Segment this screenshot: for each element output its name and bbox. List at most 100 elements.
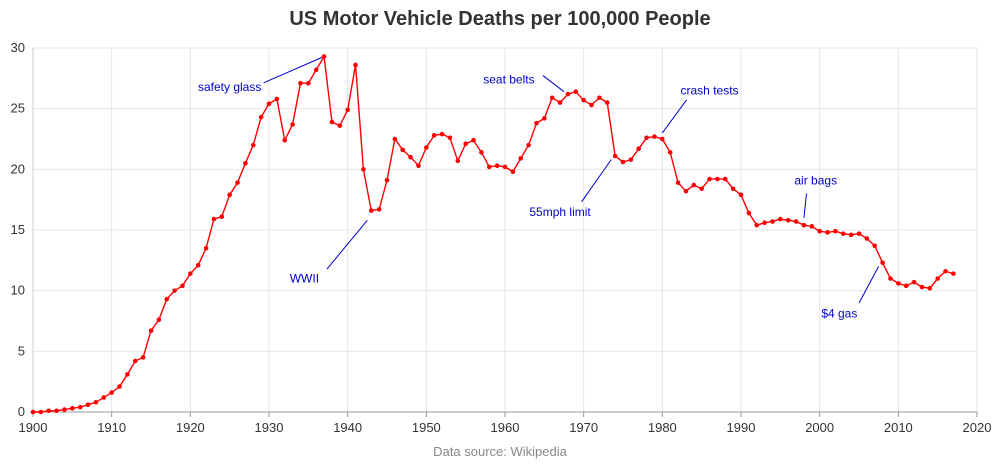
data-point [675,180,681,185]
data-point [250,142,256,148]
data-point [235,180,240,185]
data-point [793,219,799,224]
data-point [77,404,83,410]
axes: 0 5 10 15 20 25 30 1900 1910 1920 1930 1940 1950 1960… [11,40,992,435]
data-point [85,402,91,408]
data-point [384,177,390,183]
data-point [534,120,539,126]
data-point [840,231,846,236]
data-point [573,89,579,94]
data-point [345,107,350,113]
data-point [770,219,775,224]
data-point [93,399,99,405]
data-point [38,409,44,415]
data-point [919,284,925,290]
data-point [943,268,948,274]
x-tick-label: 2000 [805,420,834,435]
data-point [306,80,311,86]
x-tick-label: 1920 [176,420,205,435]
data-point [266,101,272,107]
data-point [109,390,114,395]
data-point [549,95,555,101]
data-point [424,145,429,150]
data-point [809,224,815,229]
data-point [172,288,177,293]
annotation-label: WWII [290,272,319,286]
annotation-label: crash tests [681,83,739,97]
data-point [353,62,358,68]
annotation-leader-line [326,219,368,270]
data-point [620,159,626,165]
data-point [282,137,288,143]
data-point [935,276,940,281]
data-point [203,245,209,251]
data-point [132,358,138,364]
data-point [652,134,657,139]
x-tick-label: 1990 [727,420,756,435]
data-point [164,296,170,302]
data-point [140,355,146,360]
data-point [848,232,854,238]
x-tick-label: 1980 [648,420,677,435]
data-point [195,262,201,268]
data-point [927,285,933,291]
data-point [243,160,248,166]
chart-title: US Motor Vehicle Deaths per 100,000 Peop… [289,8,711,30]
annotation-label: 55mph limit [529,205,591,219]
data-point [628,157,634,162]
annotation-label: $4 gas [821,307,857,321]
data-point [447,135,453,141]
data-point [439,131,445,137]
data-point [479,150,484,155]
data-point [903,283,909,289]
data-point [502,164,508,170]
x-tick-label: 1900 [19,420,48,435]
data-point [486,164,492,170]
data-point [754,222,760,228]
data-point [361,167,366,172]
data-point [125,372,130,377]
data-point [888,276,893,281]
data-point [180,283,185,289]
data-point [70,406,75,411]
data-point [762,220,767,226]
data-point [455,158,461,164]
data-point [368,208,374,213]
data-point [337,123,343,128]
x-tick-label: 1930 [255,420,284,435]
data-point [62,407,67,412]
data-point [46,408,52,414]
data-point [227,192,232,198]
data-point [219,214,225,219]
annotation-leader-line [661,99,688,134]
data-point [738,192,744,198]
data-point [211,216,217,222]
data-point [817,228,822,234]
data-point [518,156,524,161]
data-point [416,163,421,168]
data-point [880,260,885,266]
x-tick-label: 2020 [963,420,992,435]
data-point [722,176,728,182]
data-series [30,54,956,415]
data-point [801,222,807,228]
data-point [542,116,547,121]
data-point [30,409,36,415]
x-tick-label: 1940 [333,420,362,435]
data-point [581,97,586,103]
data-point [730,186,736,192]
x-tick-label: 2010 [884,420,913,435]
x-tick-label: 1950 [412,420,441,435]
data-point [612,153,618,159]
data-point [896,281,901,286]
data-point [951,271,956,276]
annotation-label: seat belts [483,73,534,87]
data-point [188,271,193,276]
data-point [872,243,878,249]
series-line [33,54,954,413]
data-point [746,210,752,216]
data-point [864,236,870,241]
y-tick-label: 10 [11,283,25,298]
annotation-leader-line [263,56,325,84]
